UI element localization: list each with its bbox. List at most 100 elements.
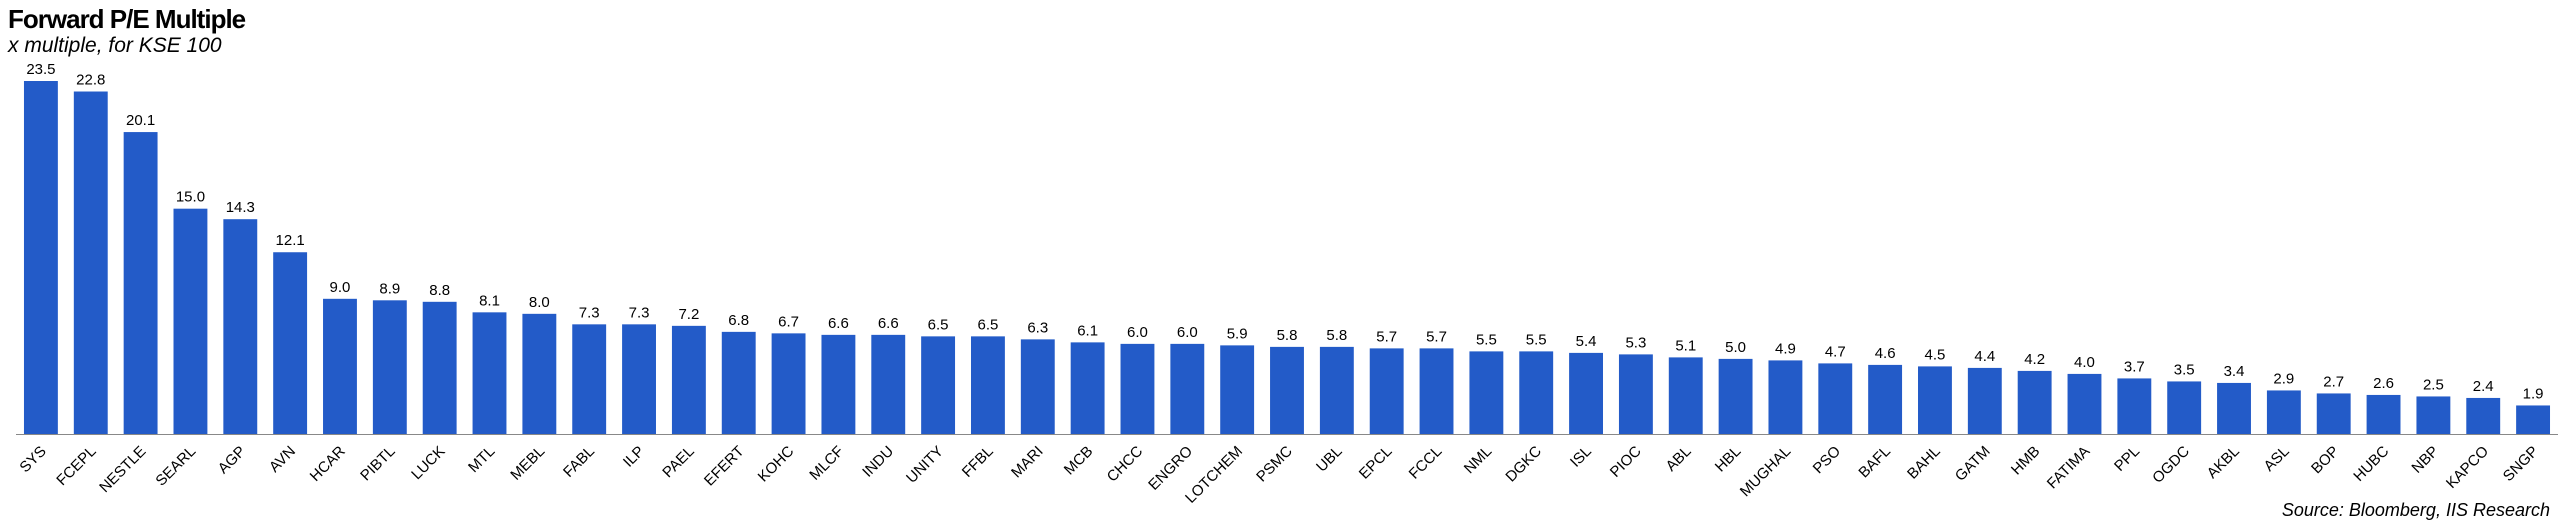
bar-agp	[223, 219, 258, 434]
value-label-mlcf: 6.6	[828, 315, 849, 332]
bar-hubc	[2366, 394, 2401, 434]
category-label-hbl: HBL	[1712, 443, 1745, 476]
category-label-kohc: KOHC	[755, 443, 798, 486]
bar-abl	[1668, 357, 1703, 434]
value-label-nestle: 20.1	[126, 112, 155, 129]
category-label-ogdc: OGDC	[2149, 443, 2193, 487]
value-label-ogdc: 3.5	[2174, 361, 2195, 378]
value-label-nbp: 2.5	[2423, 376, 2444, 393]
bar-mari	[1020, 339, 1055, 434]
bar-engro	[1170, 343, 1205, 434]
value-label-luck: 8.8	[429, 282, 450, 299]
category-label-chcc: CHCC	[1104, 443, 1147, 486]
value-label-nml: 5.5	[1476, 331, 1497, 348]
bar-ppl	[2117, 378, 2152, 434]
value-label-pibtl: 8.9	[379, 280, 400, 297]
value-label-fccl: 5.7	[1426, 328, 1447, 345]
bar-unity	[921, 336, 956, 434]
value-label-indu: 6.6	[878, 315, 899, 332]
value-label-hcar: 9.0	[330, 279, 351, 296]
bar-fabl	[572, 324, 607, 434]
value-label-abl: 5.1	[1675, 337, 1696, 354]
bar-ffbl	[970, 336, 1005, 434]
category-label-avn: AVN	[266, 443, 299, 476]
bar-searl	[173, 208, 208, 434]
bar-bop	[2316, 393, 2351, 434]
bar-pibtl	[372, 300, 407, 434]
value-label-mtl: 8.1	[479, 292, 500, 309]
category-label-pibtl: PIBTL	[357, 443, 398, 484]
category-label-nbp: NBP	[2408, 443, 2442, 477]
value-label-chcc: 6.0	[1127, 324, 1148, 341]
value-label-avn: 12.1	[276, 232, 305, 249]
bar-pael	[671, 325, 706, 434]
bar-fcepl	[73, 91, 108, 434]
category-label-fccl: FCCL	[1406, 443, 1446, 483]
bar-bafl	[1868, 364, 1903, 434]
bar-nbp	[2416, 396, 2451, 434]
value-label-searl: 15.0	[176, 189, 205, 206]
category-label-hcar: HCAR	[307, 443, 349, 485]
value-label-agp: 14.3	[226, 199, 255, 216]
bar-indu	[871, 334, 906, 434]
category-label-epcl: EPCL	[1356, 443, 1396, 483]
source-note: Source: Bloomberg, IIS Research	[2281, 500, 2550, 520]
category-label-mari: MARI	[1008, 443, 1047, 482]
value-label-bahl: 4.5	[1925, 346, 1946, 363]
category-label-dgkc: DGKC	[1502, 443, 1545, 486]
category-label-pso: PSO	[1810, 443, 1844, 477]
category-label-searl: SEARL	[152, 443, 199, 490]
value-label-epcl: 5.7	[1376, 328, 1397, 345]
value-label-dgkc: 5.5	[1526, 331, 1547, 348]
value-label-fatima: 4.0	[2074, 354, 2095, 371]
category-label-bahl: BAHL	[1904, 443, 1944, 483]
bar-sngp	[2516, 405, 2551, 434]
bar-efert	[721, 331, 756, 434]
bar-gatm	[1967, 367, 2002, 434]
bar-mcb	[1070, 342, 1105, 434]
value-label-kohc: 6.7	[778, 313, 799, 330]
value-label-ubl: 5.8	[1326, 327, 1347, 344]
bar-fccl	[1419, 348, 1454, 434]
bar-fatima	[2067, 373, 2102, 434]
value-label-pael: 7.2	[678, 306, 699, 323]
value-label-unity: 6.5	[928, 316, 949, 333]
chart-title: Forward P/E Multiple	[8, 4, 246, 34]
category-label-ilp: ILP	[620, 443, 648, 471]
bar-kapco	[2466, 397, 2501, 434]
value-label-fabl: 7.3	[579, 304, 600, 321]
category-label-isl: ISL	[1567, 443, 1595, 471]
value-label-sys: 23.5	[26, 61, 55, 78]
bar-epcl	[1369, 348, 1404, 434]
category-label-mlcf: MLCF	[806, 443, 847, 484]
value-label-efert: 6.8	[728, 312, 749, 329]
category-label-abl: ABL	[1663, 443, 1695, 475]
value-label-bop: 2.7	[2323, 373, 2344, 390]
value-label-isl: 5.4	[1576, 333, 1597, 350]
bar-asl	[2266, 390, 2301, 434]
value-label-mebl: 8.0	[529, 294, 550, 311]
bar-chcc	[1120, 343, 1155, 434]
value-label-lotchem: 5.9	[1227, 325, 1248, 342]
bar-ogdc	[2167, 381, 2202, 434]
value-label-pioc: 5.3	[1625, 334, 1646, 351]
category-label-hmb: HMB	[2008, 443, 2044, 479]
category-label-asl: ASL	[2261, 443, 2293, 475]
category-label-ubl: UBL	[1313, 443, 1346, 476]
bar-psmc	[1270, 346, 1304, 434]
bar-ubl	[1319, 346, 1354, 434]
category-label-ffbl: FFBL	[959, 443, 997, 481]
value-label-bafl: 4.6	[1875, 345, 1896, 362]
bar-mlcf	[821, 334, 856, 434]
category-label-hubc: HUBC	[2350, 443, 2392, 485]
bar-lotchem	[1220, 345, 1255, 434]
category-label-gatm: GATM	[1952, 443, 1994, 485]
bar-nestle	[123, 132, 158, 434]
bars-group	[23, 81, 2551, 434]
category-label-mughal: MUGHAL	[1737, 443, 1794, 500]
bar-pso	[1818, 363, 1853, 434]
value-label-sngp: 1.9	[2523, 385, 2544, 402]
bar-sys	[23, 81, 58, 434]
value-label-asl: 2.9	[2273, 370, 2294, 387]
